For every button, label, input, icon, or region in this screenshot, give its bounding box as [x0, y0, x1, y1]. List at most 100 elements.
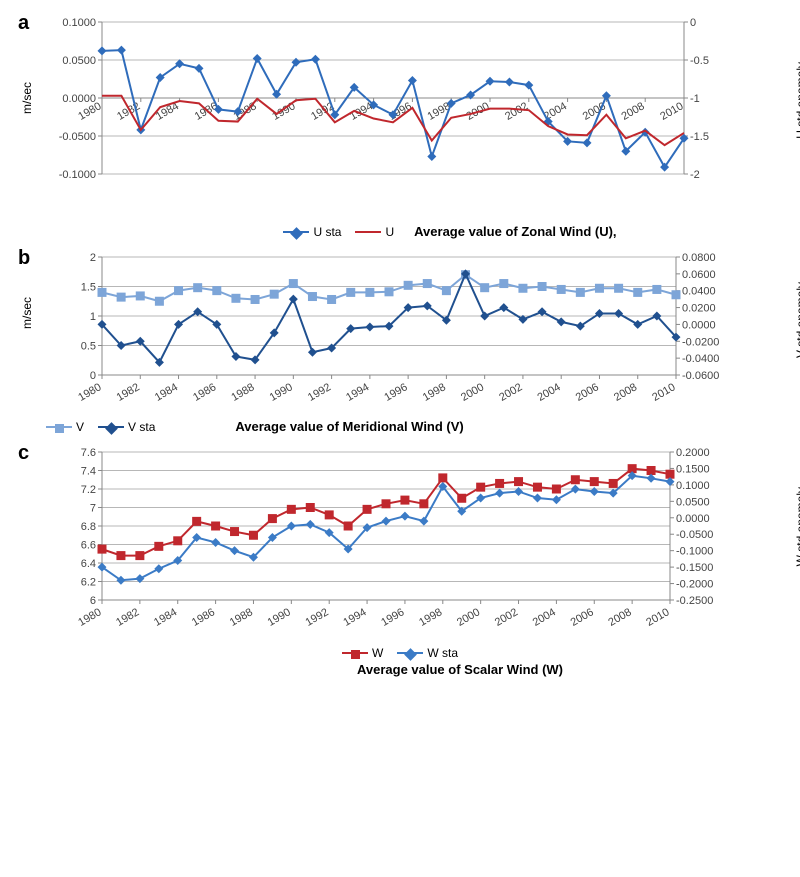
panel-b-right-axis-title: V std anamoly — [794, 282, 800, 358]
svg-text:1980: 1980 — [76, 606, 103, 629]
legend-item: V — [46, 420, 84, 434]
svg-text:7: 7 — [90, 503, 96, 515]
legend-swatch — [98, 420, 124, 434]
svg-text:0.0000: 0.0000 — [676, 513, 710, 525]
panel-a: a m/sec U std anamoly 0.10000.05000.0000… — [16, 12, 784, 239]
svg-text:7.6: 7.6 — [81, 447, 96, 459]
svg-text:0.0400: 0.0400 — [682, 286, 716, 298]
svg-text:1982: 1982 — [114, 606, 141, 629]
legend-item: U sta — [283, 225, 341, 239]
svg-text:1992: 1992 — [303, 606, 330, 629]
svg-text:-0.0500: -0.0500 — [59, 131, 96, 143]
panel-b-legend: V V sta — [46, 420, 155, 434]
legend-item: W sta — [397, 646, 458, 660]
svg-text:1992: 1992 — [306, 381, 333, 404]
svg-text:0: 0 — [690, 17, 696, 29]
svg-text:6.2: 6.2 — [81, 577, 96, 589]
svg-text:1.5: 1.5 — [81, 282, 96, 294]
legend-label: U sta — [313, 225, 341, 239]
svg-text:1996: 1996 — [382, 381, 409, 404]
svg-text:1990: 1990 — [266, 606, 293, 629]
svg-text:1998: 1998 — [417, 606, 444, 629]
svg-text:0.1000: 0.1000 — [676, 480, 710, 492]
svg-text:2008: 2008 — [606, 606, 633, 629]
svg-text:6.8: 6.8 — [81, 521, 96, 533]
svg-text:2008: 2008 — [612, 381, 639, 404]
legend-label: V — [76, 420, 84, 434]
legend-label: W sta — [427, 646, 458, 660]
panel-a-legend: U sta U — [283, 225, 394, 239]
legend-label: W — [372, 646, 383, 660]
svg-text:-1.5: -1.5 — [690, 131, 709, 143]
svg-text:0: 0 — [90, 370, 96, 382]
chart-b: 2 1.5 1 0.5 0 0.0800 0.0600 0.0400 0.0200 0.0000 -… — [44, 247, 734, 417]
svg-text:2002: 2002 — [493, 606, 520, 629]
svg-text:1994: 1994 — [341, 606, 368, 629]
svg-text:1984: 1984 — [152, 606, 179, 629]
svg-text:1998: 1998 — [421, 381, 448, 404]
svg-text:1: 1 — [90, 311, 96, 323]
svg-text:2004: 2004 — [531, 606, 558, 629]
svg-text:0.0600: 0.0600 — [682, 269, 716, 281]
svg-text:1984: 1984 — [154, 100, 181, 123]
svg-text:2010: 2010 — [658, 100, 685, 123]
svg-text:2002: 2002 — [503, 100, 530, 123]
svg-text:1980: 1980 — [76, 381, 103, 404]
svg-text:0.0500: 0.0500 — [62, 55, 96, 67]
panel-a-right-axis-title: U std anamoly — [794, 62, 800, 139]
svg-text:-0.1500: -0.1500 — [676, 562, 713, 574]
panel-c-label: c — [18, 442, 29, 465]
panel-c-chart-wrap: W std anamoly 7.67.47.276.86.66.46.260.2… — [44, 442, 784, 642]
svg-text:-2: -2 — [690, 169, 700, 181]
svg-text:1994: 1994 — [344, 381, 371, 404]
svg-text:-0.0500: -0.0500 — [676, 529, 713, 541]
svg-text:0.0200: 0.0200 — [682, 303, 716, 315]
chart-a: 0.10000.05000.0000-0.0500-0.10000-0.5-1-… — [44, 12, 734, 222]
legend-swatch — [342, 646, 368, 660]
svg-text:2006: 2006 — [574, 381, 601, 404]
legend-item: W — [342, 646, 383, 660]
panel-b-chart-wrap: m/sec V std anamoly 21.510.500.08000.060… — [44, 247, 784, 417]
svg-text:-0.2000: -0.2000 — [676, 579, 713, 591]
svg-text:2000: 2000 — [455, 606, 482, 629]
svg-text:-0.0400: -0.0400 — [682, 353, 719, 365]
svg-text:2006: 2006 — [569, 606, 596, 629]
svg-text:-0.2500: -0.2500 — [676, 595, 713, 607]
panel-b-label: b — [18, 247, 30, 270]
svg-text:-0.0600: -0.0600 — [682, 370, 719, 382]
svg-text:1990: 1990 — [268, 381, 295, 404]
panel-b: b m/sec V std anamoly 21.510.500.08000.0… — [16, 247, 784, 434]
panel-b-left-axis-title: m/sec — [20, 297, 34, 329]
svg-text:-0.5: -0.5 — [690, 55, 709, 67]
svg-text:2008: 2008 — [619, 100, 646, 123]
panel-b-caption: Average value of Meridional Wind (V) — [235, 419, 463, 434]
svg-text:0.0000: 0.0000 — [682, 319, 716, 331]
legend-item: U — [355, 225, 394, 239]
svg-text:1986: 1986 — [190, 606, 217, 629]
legend-label: U — [385, 225, 394, 239]
svg-text:1996: 1996 — [379, 606, 406, 629]
chart-c: 7.67.47.276.86.66.46.260.20000.15000.100… — [44, 442, 734, 642]
legend-label: V sta — [128, 420, 155, 434]
legend-swatch — [397, 646, 423, 660]
panel-c-right-axis-title: W std anamoly — [794, 487, 800, 566]
legend-swatch — [46, 420, 72, 434]
svg-text:6.4: 6.4 — [81, 558, 96, 570]
svg-text:7.4: 7.4 — [81, 466, 96, 478]
svg-text:1982: 1982 — [115, 381, 142, 404]
svg-text:0.1000: 0.1000 — [62, 17, 96, 29]
svg-text:2: 2 — [90, 252, 96, 264]
svg-text:0.5: 0.5 — [81, 341, 96, 353]
svg-text:0.0800: 0.0800 — [682, 252, 716, 264]
panel-a-caption: Average value of Zonal Wind (U), — [414, 224, 616, 239]
svg-text:0.2000: 0.2000 — [676, 447, 710, 459]
svg-text:-1: -1 — [690, 93, 700, 105]
svg-text:0.0500: 0.0500 — [676, 496, 710, 508]
legend-swatch — [355, 225, 381, 239]
svg-text:2002: 2002 — [497, 381, 524, 404]
svg-text:1986: 1986 — [191, 381, 218, 404]
panel-a-label: a — [18, 12, 29, 35]
legend-item: V sta — [98, 420, 155, 434]
svg-text:1988: 1988 — [229, 381, 256, 404]
svg-text:2010: 2010 — [650, 381, 677, 404]
